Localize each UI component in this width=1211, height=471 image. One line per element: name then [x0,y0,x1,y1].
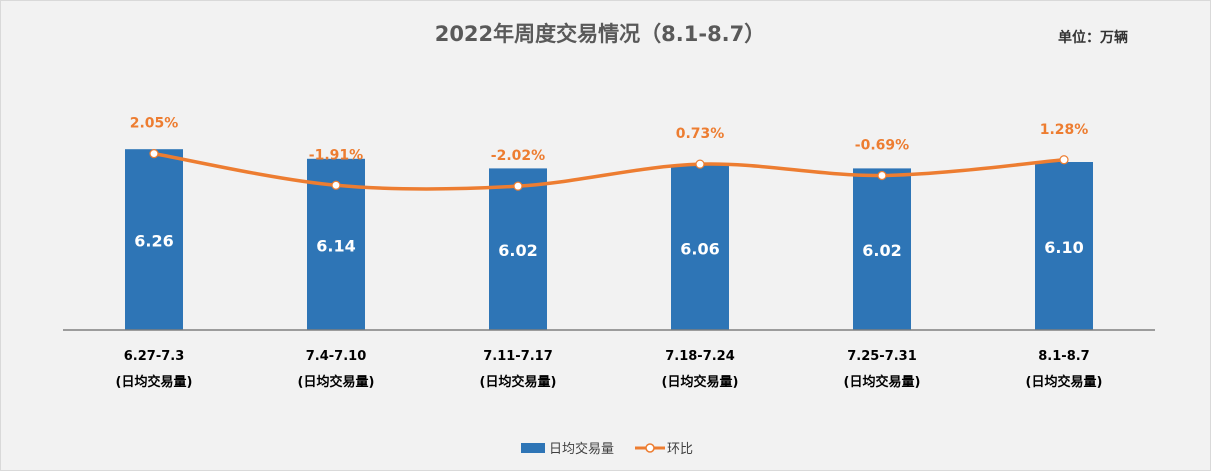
bar-value-label: 6.26 [134,232,173,251]
category-label: 7.11-7.17 [483,349,553,364]
line-value-label: -0.69% [855,138,909,154]
line-value-label: 2.05% [130,116,179,132]
line-value-label: 0.73% [676,126,725,142]
bar [1035,162,1093,330]
bar-value-label: 6.06 [680,240,719,259]
bar-value-label: 6.02 [498,241,537,260]
bar [853,168,911,330]
legend-label-line: 环比 [667,442,693,457]
line-series [153,151,1065,191]
category-sublabel: (日均交易量) [662,374,739,390]
bar [671,165,729,330]
category-sublabel: (日均交易量) [298,374,375,390]
chart-title: 2022年周度交易情况（8.1-8.7） [435,22,766,46]
category-sublabel: (日均交易量) [116,374,193,390]
bar-value-label: 6.14 [316,236,355,255]
category-sublabel: (日均交易量) [480,374,557,390]
bar-value-label: 6.02 [862,241,901,260]
category-sublabel: (日均交易量) [1026,374,1103,390]
line-point [513,181,523,191]
line-point [1059,155,1069,165]
line-point [149,149,159,159]
category-label: 7.18-7.24 [665,349,735,364]
legend: 日均交易量 环比 [521,441,693,457]
legend-swatch-bar [521,443,545,453]
line-value-label: -1.91% [309,147,363,163]
line-value-label: 1.28% [1040,122,1089,138]
legend-label-bar: 日均交易量 [549,441,614,457]
bar [489,168,547,330]
legend-marker [645,443,655,453]
bar [125,149,183,330]
unit-label: 单位：万辆 [1058,29,1128,46]
line-point [331,180,341,190]
line-value-label: -2.02% [491,148,545,164]
bar-value-label: 6.10 [1044,238,1083,257]
category-label: 8.1-8.7 [1038,349,1089,364]
line-point [877,170,887,181]
line-point [695,159,705,169]
category-label: 7.25-7.31 [847,349,917,364]
category-label: 6.27-7.3 [124,349,185,364]
category-label: 7.4-7.10 [306,349,367,364]
category-sublabel: (日均交易量) [844,374,921,390]
